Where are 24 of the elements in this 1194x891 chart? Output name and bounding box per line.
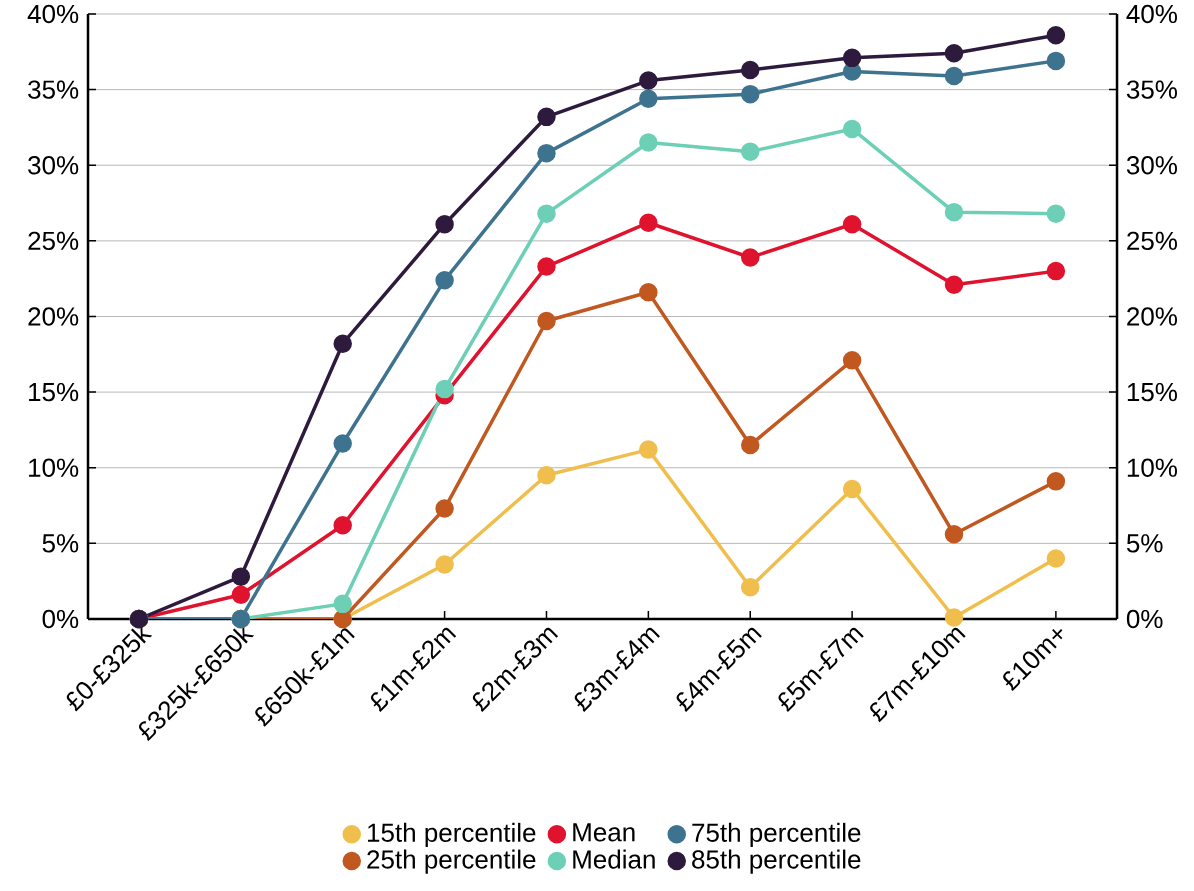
legend-label: 85th percentile — [692, 849, 861, 874]
y2-tick-label: 5% — [42, 534, 79, 553]
y-tick-label: 30% — [1126, 156, 1177, 175]
y2-tick-label: 25% — [28, 231, 79, 251]
y2-tick-label: 35% — [28, 80, 79, 99]
y-tick-label: 25% — [1127, 231, 1177, 251]
legend-label: 25th percentile — [367, 849, 536, 874]
y-tick-label: 0% — [1126, 609, 1163, 629]
y-tick-label: 10% — [1127, 458, 1177, 477]
legend-label: 15th percentile — [368, 822, 536, 848]
y-tick-label: 35% — [1126, 80, 1177, 99]
y-tick-label: 5% — [1126, 534, 1163, 553]
y-tick-label: 40% — [1126, 4, 1177, 24]
y2-tick-label: 10% — [29, 458, 79, 477]
y2-tick-label: 0% — [42, 609, 79, 629]
legend-label: 75th percentile — [692, 822, 861, 848]
y2-tick-label: 15% — [29, 382, 79, 402]
y2-tick-label: 40% — [27, 4, 79, 24]
y2-tick-label: 20% — [28, 307, 79, 326]
y-tick-label: 20% — [1127, 307, 1177, 326]
y-tick-label: 15% — [1127, 382, 1177, 402]
legend-label: Mean — [573, 823, 635, 842]
y2-tick-label: 30% — [28, 156, 79, 175]
legend-label: Median — [573, 849, 655, 869]
